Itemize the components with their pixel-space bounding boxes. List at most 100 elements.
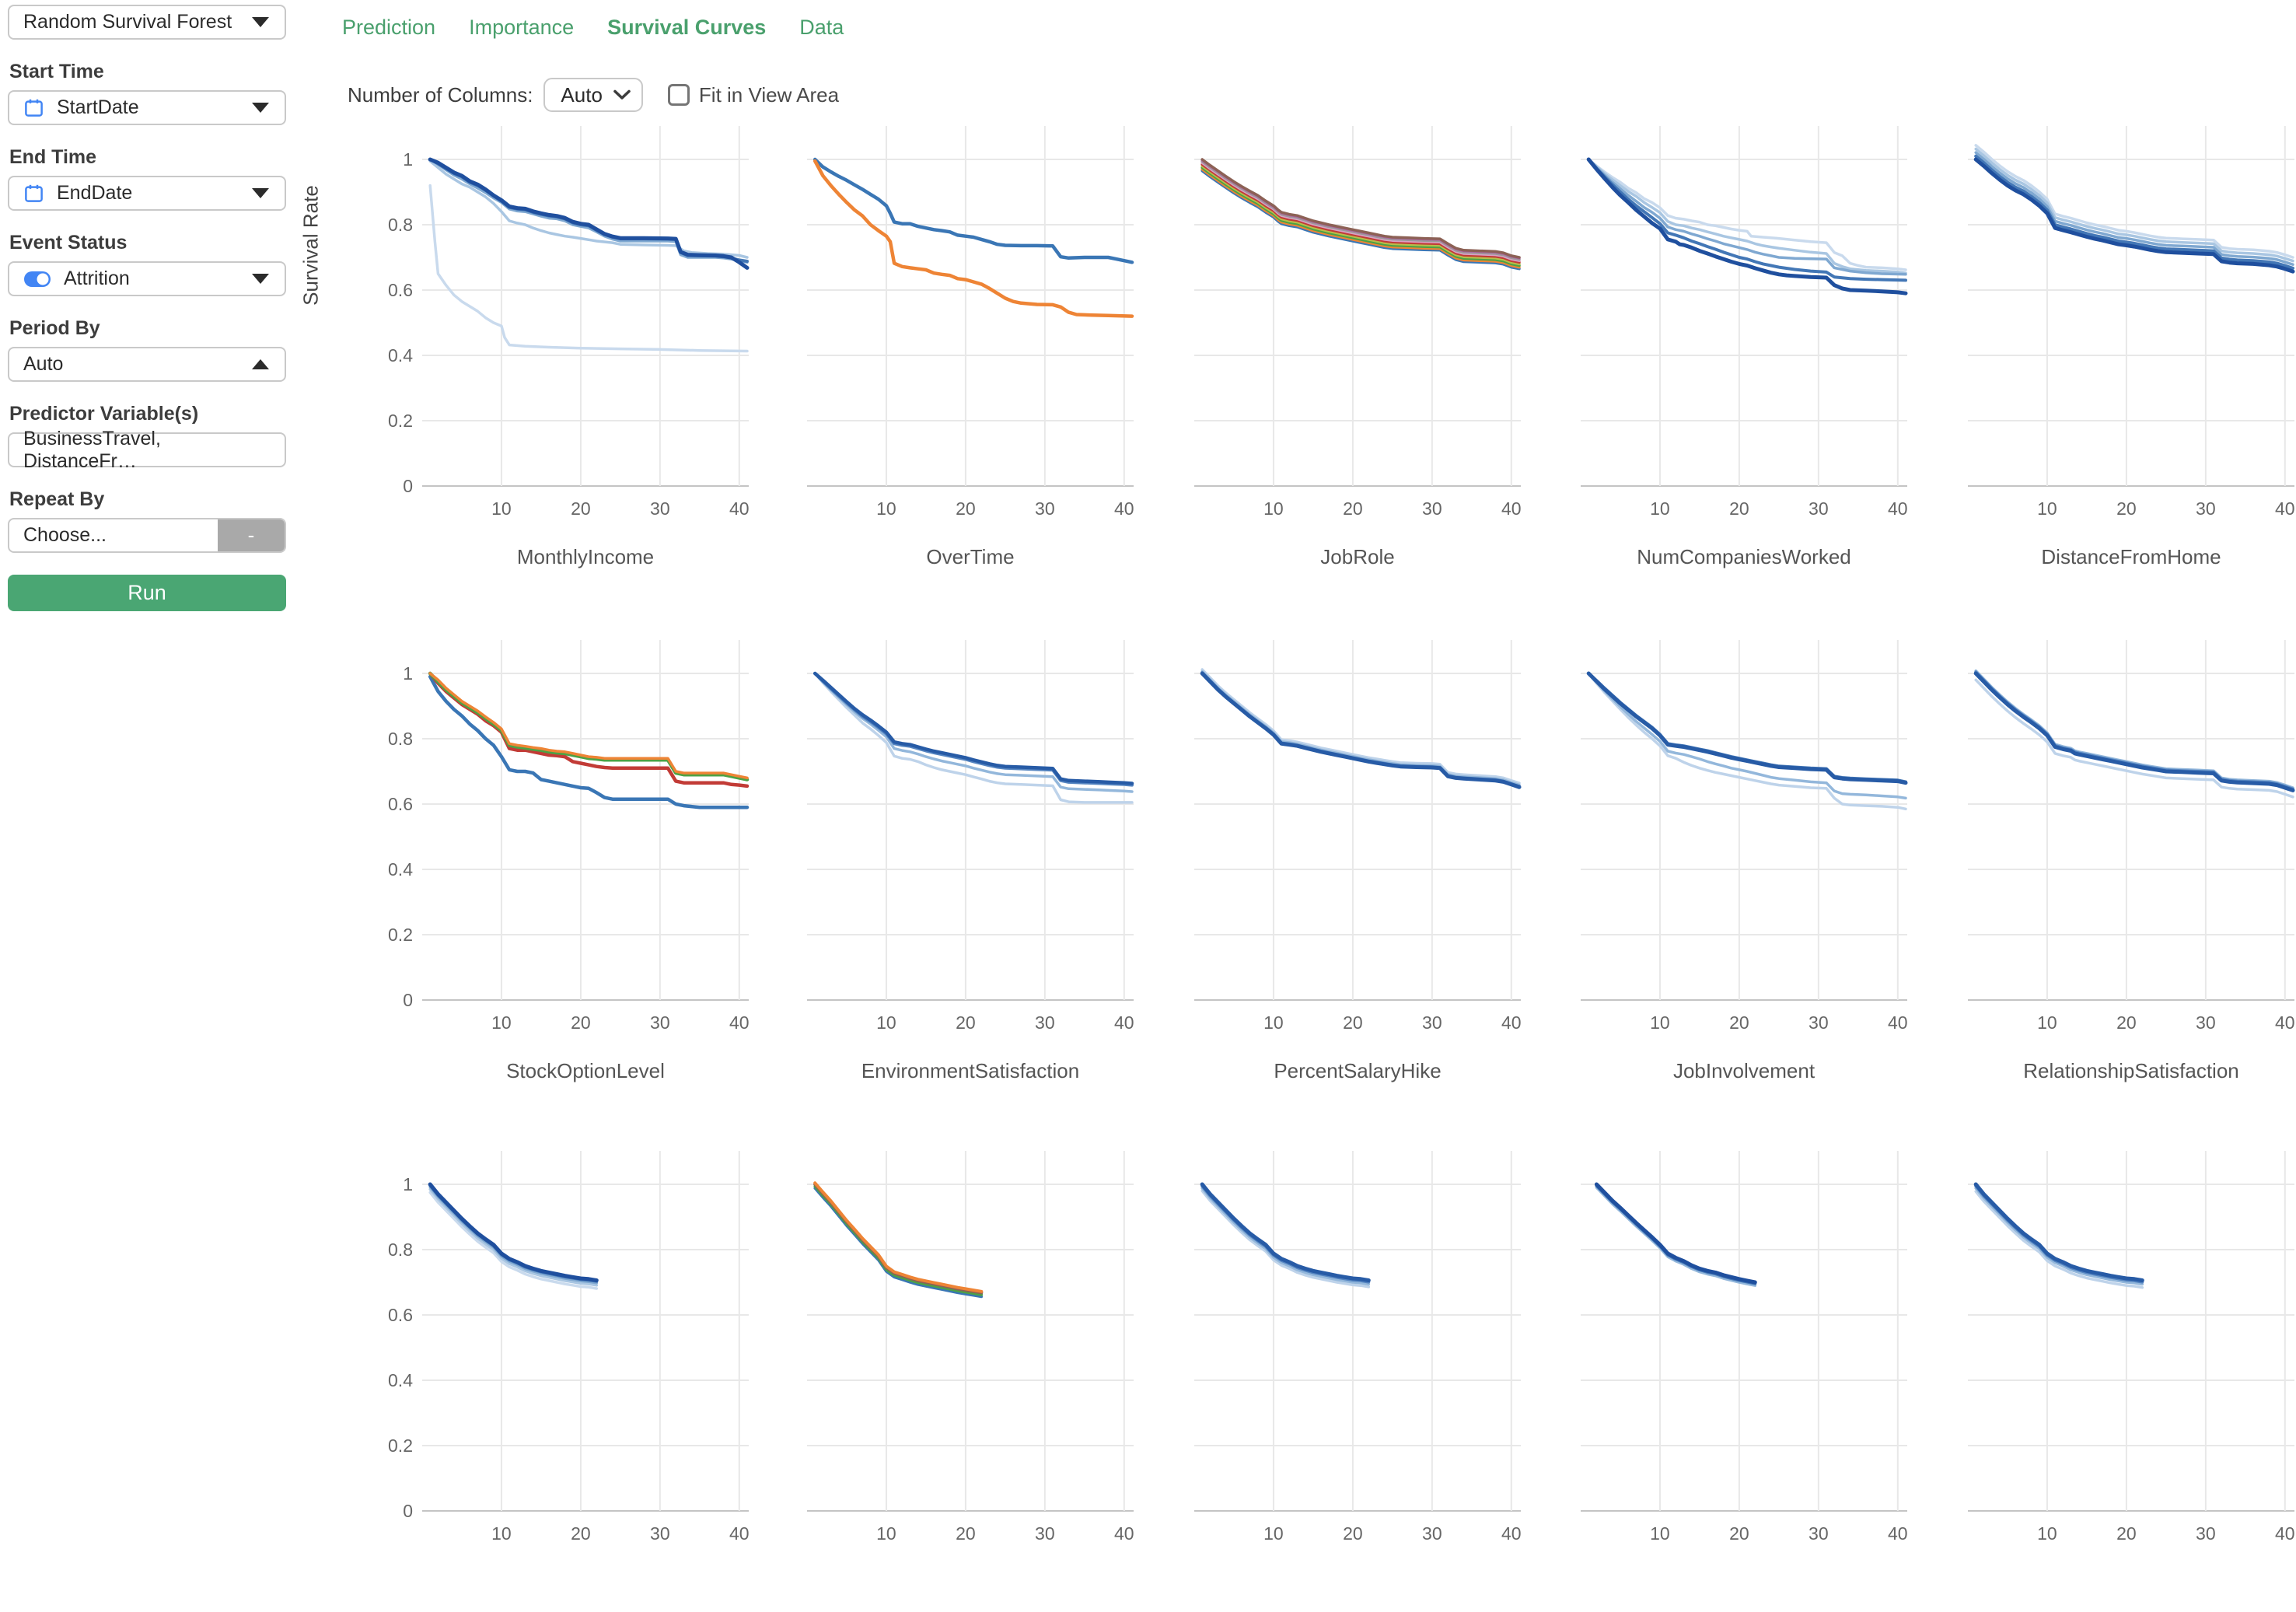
- tab-data[interactable]: Data: [799, 16, 844, 39]
- svg-text:0.4: 0.4: [388, 1370, 413, 1390]
- svg-text:1: 1: [403, 149, 413, 170]
- sidebar: Random Survival Forest Start Time StartD…: [8, 5, 286, 611]
- svg-text:20: 20: [1343, 498, 1363, 519]
- svg-text:30: 30: [1035, 1523, 1055, 1544]
- predictor-input[interactable]: BusinessTravel, DistanceFr…: [8, 428, 286, 472]
- period-by-select[interactable]: Auto: [8, 347, 286, 382]
- svg-text:10: 10: [1263, 1523, 1284, 1544]
- svg-text:1: 1: [403, 1174, 413, 1194]
- chevron-down-icon: [613, 89, 631, 100]
- svg-text:40: 40: [2275, 1012, 2295, 1033]
- svg-text:30: 30: [1422, 1012, 1442, 1033]
- toggle-on-icon: [23, 271, 51, 288]
- svg-text:0.2: 0.2: [388, 411, 413, 431]
- chart-title: StockOptionLevel: [506, 1059, 665, 1082]
- svg-text:10: 10: [1650, 1012, 1670, 1033]
- chart-title: JobRole: [1320, 545, 1394, 568]
- number-of-columns-label: Number of Columns:: [348, 82, 533, 107]
- event-status-value: Attrition: [64, 268, 130, 289]
- svg-text:0.4: 0.4: [388, 859, 413, 879]
- svg-text:20: 20: [571, 1012, 591, 1033]
- number-of-columns-select[interactable]: Auto: [543, 78, 643, 112]
- svg-text:0: 0: [403, 476, 413, 496]
- svg-text:30: 30: [1422, 498, 1442, 519]
- tab-prediction[interactable]: Prediction: [342, 16, 436, 39]
- svg-text:10: 10: [1263, 1012, 1284, 1033]
- chart-DistanceFromHome: 10 20 30 40 DistanceFromHome: [1913, 117, 2296, 587]
- chart-OverTime: 10 20 30 40 OverTime: [753, 117, 1145, 587]
- caret-down-icon: [252, 17, 269, 27]
- event-status-group: Event Status Attrition: [8, 231, 286, 296]
- svg-text:20: 20: [1729, 498, 1749, 519]
- chart-NumCompaniesWorked: 10 20 30 40 NumCompaniesWorked: [1526, 117, 1919, 587]
- svg-text:20: 20: [1729, 1012, 1749, 1033]
- end-time-value: EndDate: [57, 182, 133, 204]
- svg-text:20: 20: [2116, 498, 2137, 519]
- svg-text:30: 30: [2196, 1012, 2216, 1033]
- svg-text:0: 0: [403, 990, 413, 1010]
- chart-MonthlyIncome: 0 0.2 0.4 0.6 0.8 1 10 20 30 40 MonthlyIncome: [368, 117, 760, 587]
- calendar-icon: [23, 97, 44, 118]
- svg-text:10: 10: [491, 1012, 512, 1033]
- svg-text:10: 10: [2037, 1523, 2057, 1544]
- end-time-select[interactable]: EndDate: [8, 176, 286, 211]
- event-status-select[interactable]: Attrition: [8, 261, 286, 296]
- chart-row3-col5: 10 20 30 40: [1913, 1142, 2296, 1612]
- predictor-value: BusinessTravel, DistanceFr…: [23, 427, 161, 472]
- chart-JobRole: 10 20 30 40 JobRole: [1140, 117, 1532, 587]
- svg-text:1: 1: [403, 663, 413, 684]
- svg-text:10: 10: [1650, 1523, 1670, 1544]
- start-time-group: Start Time StartDate: [8, 60, 286, 125]
- caret-down-icon: [252, 274, 269, 284]
- svg-text:30: 30: [1035, 1012, 1055, 1033]
- chart-PercentSalaryHike: 10 20 30 40 PercentSalaryHike: [1140, 631, 1532, 1101]
- svg-text:40: 40: [1501, 498, 1522, 519]
- model-select-value: Random Survival Forest: [23, 11, 232, 33]
- svg-text:10: 10: [491, 1523, 512, 1544]
- svg-text:0.4: 0.4: [388, 345, 413, 365]
- svg-text:20: 20: [1343, 1523, 1363, 1544]
- chart-title: EnvironmentSatisfaction: [861, 1059, 1079, 1082]
- svg-text:10: 10: [2037, 498, 2057, 519]
- svg-text:20: 20: [2116, 1523, 2137, 1544]
- svg-text:20: 20: [2116, 1012, 2137, 1033]
- tab-importance[interactable]: Importance: [469, 16, 575, 39]
- repeat-by-select[interactable]: Choose...: [23, 524, 107, 546]
- fit-in-view-area-checkbox[interactable]: [667, 84, 690, 106]
- run-button[interactable]: Run: [8, 575, 286, 611]
- svg-text:30: 30: [1422, 1523, 1442, 1544]
- chart-EnvironmentSatisfaction: 10 20 30 40 EnvironmentSatisfaction: [753, 631, 1145, 1101]
- start-time-select[interactable]: StartDate: [8, 90, 286, 125]
- svg-text:0.2: 0.2: [388, 925, 413, 945]
- svg-text:40: 40: [2275, 498, 2295, 519]
- svg-text:30: 30: [1808, 1523, 1829, 1544]
- svg-text:40: 40: [1114, 498, 1134, 519]
- svg-text:20: 20: [571, 1523, 591, 1544]
- chart-JobInvolvement: 10 20 30 40 JobInvolvement: [1526, 631, 1919, 1101]
- svg-text:20: 20: [956, 1012, 976, 1033]
- svg-text:10: 10: [1263, 498, 1284, 519]
- svg-text:40: 40: [729, 498, 750, 519]
- caret-up-icon: [252, 359, 269, 369]
- svg-text:0: 0: [403, 1501, 413, 1521]
- event-status-label: Event Status: [9, 232, 128, 254]
- model-select[interactable]: Random Survival Forest: [8, 5, 286, 40]
- svg-text:10: 10: [1650, 498, 1670, 519]
- chart-row3-col3: 10 20 30 40: [1140, 1142, 1532, 1612]
- svg-text:30: 30: [1035, 498, 1055, 519]
- svg-text:10: 10: [2037, 1012, 2057, 1033]
- period-by-group: Period By Auto: [8, 316, 286, 382]
- repeat-by-label: Repeat By: [9, 488, 105, 510]
- start-time-label: Start Time: [9, 61, 104, 82]
- svg-text:40: 40: [1114, 1012, 1134, 1033]
- period-by-value: Auto: [23, 353, 64, 375]
- end-time-label: End Time: [9, 146, 97, 168]
- tab-survival-curves[interactable]: Survival Curves: [607, 16, 767, 39]
- svg-text:0.6: 0.6: [388, 794, 413, 814]
- repeat-by-clear-button[interactable]: -: [218, 519, 285, 551]
- svg-text:30: 30: [650, 498, 670, 519]
- chart-title: MonthlyIncome: [517, 545, 654, 568]
- svg-text:0.8: 0.8: [388, 215, 413, 235]
- charts-grid: 0 0.2 0.4 0.6 0.8 1 10 20 30 40 MonthlyIncome 10 20 3…: [368, 117, 2296, 1544]
- svg-text:10: 10: [876, 1523, 896, 1544]
